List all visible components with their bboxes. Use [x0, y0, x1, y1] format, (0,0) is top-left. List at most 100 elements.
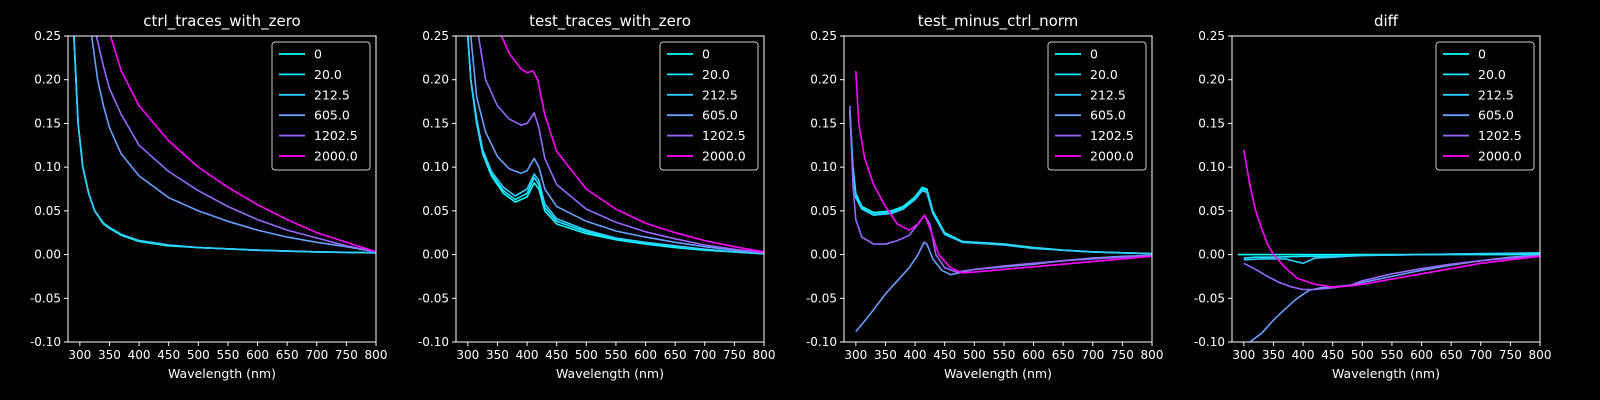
- chart-panel-4: diff 300 350 400 450 500 550 600 650 700 750 800 -0.…: [1194, 12, 1552, 381]
- legend-label: 0: [1478, 47, 1486, 62]
- legend-label: 20.0: [702, 67, 730, 82]
- legend-label: 1202.5: [1090, 128, 1134, 143]
- y-tick-label: 0.10: [34, 160, 61, 174]
- x-tick-label: 400: [1292, 348, 1315, 362]
- axes-frame: [455, 35, 765, 343]
- legend-label: 212.5: [1090, 87, 1126, 102]
- legend: 0 20.0 212.5 605.0 1202.5 2000.0: [659, 41, 759, 171]
- x-tick-label: 750: [723, 348, 746, 362]
- legend: 0 20.0 212.5 605.0 1202.5 2000.0: [271, 41, 371, 171]
- series-line-1202.5: [1243, 254, 1540, 291]
- legend-label: 1202.5: [702, 128, 746, 143]
- legend-label: 605.0: [1478, 108, 1514, 123]
- x-tick-label: 350: [1262, 348, 1285, 362]
- legend-label: 1202.5: [1478, 128, 1522, 143]
- x-tick-label: 800: [753, 348, 776, 362]
- series-group: [73, 36, 376, 254]
- x-tick-label: 450: [545, 348, 568, 362]
- legend-label: 20.0: [314, 67, 342, 82]
- x-tick-label: 700: [693, 348, 716, 362]
- x-tick-label: 450: [157, 348, 180, 362]
- series-group: [1237, 149, 1540, 342]
- series-line-1202.5: [95, 36, 376, 253]
- x-tick-label: 800: [1141, 348, 1164, 362]
- x-tick-label: 500: [963, 348, 986, 362]
- series-line-2000.0: [855, 70, 1152, 274]
- y-tick-label: 0.25: [810, 29, 837, 43]
- y-tick-label: 0.25: [422, 29, 449, 43]
- x-tick-label: 700: [1081, 348, 1104, 362]
- x-axis-label: Wavelength (nm): [1332, 366, 1440, 381]
- x-tick-label: 450: [933, 348, 956, 362]
- series-line-212.5: [73, 36, 376, 254]
- x-tick-label: 550: [1380, 348, 1403, 362]
- x-tick-label: 800: [365, 348, 388, 362]
- x-tick-label: 800: [1529, 348, 1552, 362]
- legend-label: 2000.0: [1478, 149, 1522, 164]
- series-group: [849, 70, 1152, 333]
- legend-label: 0: [1090, 47, 1098, 62]
- y-tick-label: -0.05: [1194, 291, 1225, 305]
- series-line-212.5: [467, 36, 764, 255]
- x-tick-label: 500: [1351, 348, 1374, 362]
- series-line-212.5: [1243, 252, 1540, 265]
- x-tick-label: 450: [1321, 348, 1344, 362]
- legend-label: 605.0: [314, 108, 350, 123]
- x-tick-label: 550: [604, 348, 627, 362]
- x-tick-label: 700: [1469, 348, 1492, 362]
- series-line-2000.0: [1243, 149, 1540, 288]
- y-tick-label: 0.20: [422, 73, 449, 87]
- series-line-1202.5: [477, 36, 764, 254]
- x-tick-label: 400: [904, 348, 927, 362]
- legend-label: 2000.0: [1090, 149, 1134, 164]
- y-tick-label: 0.10: [422, 160, 449, 174]
- y-tick-label: -0.05: [806, 291, 837, 305]
- axes-frame: [843, 35, 1153, 343]
- legend-label: 212.5: [314, 87, 350, 102]
- x-tick-label: 500: [575, 348, 598, 362]
- x-tick-label: 350: [98, 348, 121, 362]
- y-tick-label: -0.10: [418, 335, 449, 349]
- chart-title: diff: [1374, 12, 1399, 30]
- y-tick-label: 0.00: [34, 248, 61, 262]
- series-group: [467, 36, 764, 255]
- series-line-212.5: [849, 114, 1152, 255]
- y-tick-label: 0.05: [34, 204, 61, 218]
- x-tick-label: 300: [456, 348, 479, 362]
- legend-label: 1202.5: [314, 128, 358, 143]
- y-tick-label: 0.15: [34, 116, 61, 130]
- x-tick-label: 650: [276, 348, 299, 362]
- y-tick-label: 0.10: [1198, 160, 1225, 174]
- legend-label: 0: [314, 47, 322, 62]
- chart-title: test_minus_ctrl_norm: [918, 12, 1079, 31]
- series-line-2000.0: [500, 36, 764, 253]
- x-tick-label: 600: [634, 348, 657, 362]
- series-line-605.0: [470, 36, 764, 254]
- y-tick-label: 0.15: [422, 116, 449, 130]
- y-tick-label: 0.05: [422, 204, 449, 218]
- y-tick-label: 0.10: [810, 160, 837, 174]
- axes-frame: [1231, 35, 1541, 343]
- series-line-2000.0: [109, 36, 376, 253]
- legend-label: 2000.0: [702, 149, 746, 164]
- legend-label: 0: [702, 47, 710, 62]
- y-tick-label: 0.00: [422, 248, 449, 262]
- x-tick-label: 600: [1022, 348, 1045, 362]
- x-tick-label: 650: [1052, 348, 1075, 362]
- y-tick-label: 0.25: [1198, 29, 1225, 43]
- series-line-1202.5: [849, 105, 1152, 273]
- y-tick-label: -0.05: [30, 291, 61, 305]
- y-tick-label: -0.05: [418, 291, 449, 305]
- y-tick-label: -0.10: [806, 335, 837, 349]
- x-tick-label: 300: [844, 348, 867, 362]
- y-tick-label: 0.00: [1198, 248, 1225, 262]
- x-axis-label: Wavelength (nm): [944, 366, 1052, 381]
- y-tick-label: 0.20: [1198, 73, 1225, 87]
- x-tick-label: 650: [1440, 348, 1463, 362]
- x-tick-label: 750: [1499, 348, 1522, 362]
- chart-panel-1: ctrl_traces_with_zero 300 350 400 450 500 550 6…: [30, 12, 388, 381]
- x-axis-label: Wavelength (nm): [556, 366, 664, 381]
- x-tick-label: 550: [992, 348, 1015, 362]
- x-tick-label: 550: [216, 348, 239, 362]
- series-line-605.0: [90, 36, 376, 253]
